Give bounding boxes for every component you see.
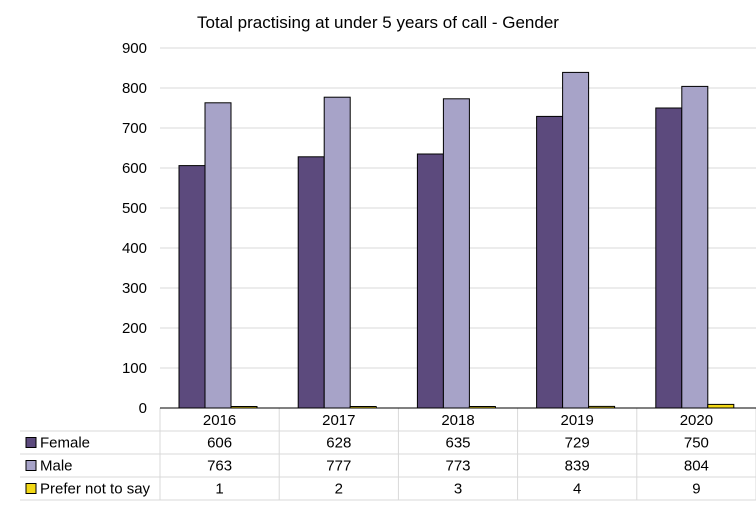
- legend-key: [25, 460, 37, 471]
- category-label: 2020: [680, 412, 713, 429]
- bars: [178, 71, 735, 409]
- category-label: 2019: [561, 412, 594, 429]
- legend-label: Prefer not to say: [40, 481, 151, 498]
- table-cell: 3: [454, 481, 462, 498]
- table-cell: 628: [326, 435, 351, 452]
- y-tick-label: 200: [122, 320, 147, 337]
- y-tick-label: 300: [122, 280, 147, 297]
- legend-key: [25, 437, 37, 448]
- category-label: 2016: [203, 412, 236, 429]
- table-cell: 777: [326, 458, 351, 475]
- bar: [178, 165, 206, 409]
- y-tick-label: 800: [122, 80, 147, 97]
- bar: [297, 156, 325, 409]
- category-label: 2017: [322, 412, 355, 429]
- bar: [655, 107, 683, 409]
- legend-key: [25, 483, 37, 494]
- table-cell: 773: [445, 458, 470, 475]
- bar: [562, 71, 590, 409]
- bar: [707, 403, 735, 409]
- table-cell: 635: [445, 435, 470, 452]
- bar: [323, 96, 351, 409]
- y-tick-label: 700: [122, 120, 147, 137]
- y-tick-label: 600: [122, 160, 147, 177]
- chart-title: Total practising at under 5 years of cal…: [197, 13, 559, 32]
- bar: [536, 115, 564, 409]
- legend-label: Female: [40, 435, 90, 452]
- table-cell: 763: [207, 458, 232, 475]
- bar: [681, 85, 709, 409]
- y-axis-tick-labels: 0 100 200 300 400 500 600 700 800 900: [122, 40, 147, 417]
- legend-label: Male: [40, 458, 73, 475]
- table-cell: 606: [207, 435, 232, 452]
- table-cell: 1: [215, 481, 223, 498]
- table-cell: 9: [692, 481, 700, 498]
- bar: [416, 153, 444, 409]
- data-table: Female 606 628 635 729 750 Male 763 777 773 839 804…: [20, 407, 756, 501]
- bar: [442, 98, 470, 409]
- table-cell: 4: [573, 481, 581, 498]
- table-cell: 839: [565, 458, 590, 475]
- y-tick-label: 500: [122, 200, 147, 217]
- table-cell: 750: [684, 435, 709, 452]
- table-cell: 729: [565, 435, 590, 452]
- bar: [204, 102, 232, 409]
- category-label: 2018: [441, 412, 474, 429]
- y-tick-label: 0: [139, 400, 147, 417]
- table-cell: 804: [684, 458, 709, 475]
- y-tick-label: 900: [122, 40, 147, 57]
- category-labels: 2016 2017 2018 2019 2020: [203, 412, 713, 429]
- table-cell: 2: [335, 481, 343, 498]
- y-tick-label: 100: [122, 360, 147, 377]
- y-tick-label: 400: [122, 240, 147, 257]
